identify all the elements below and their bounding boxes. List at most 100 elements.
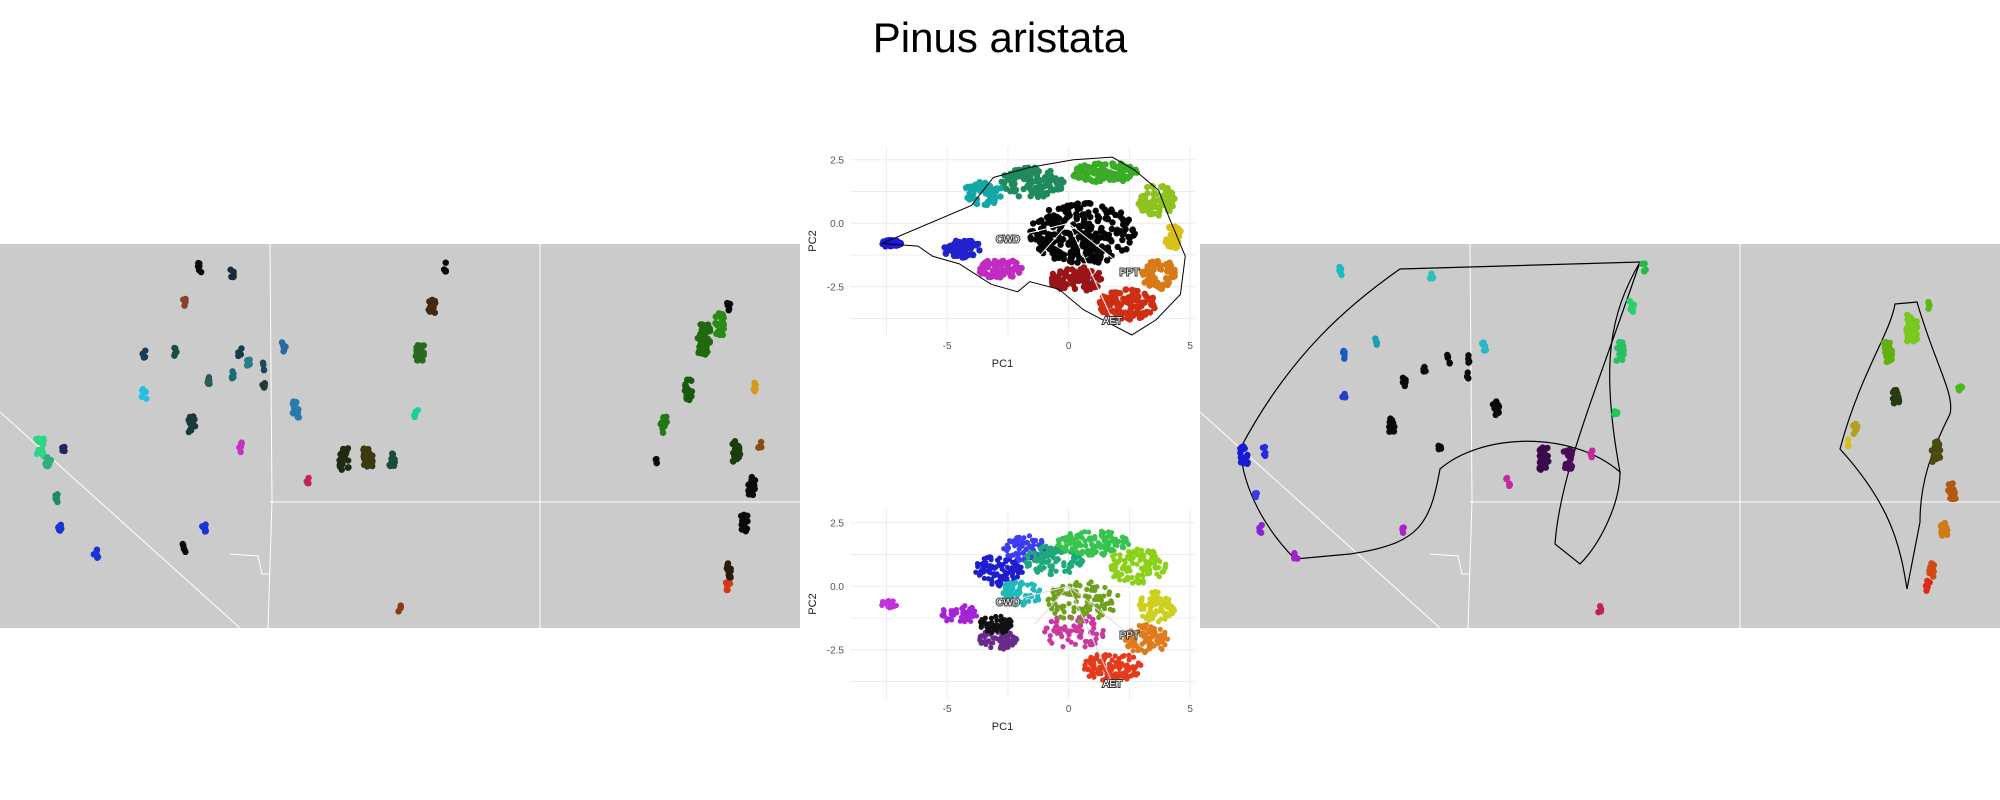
- pca-point: [1154, 210, 1162, 217]
- pca-point: [1125, 644, 1131, 650]
- occurrence-point: [1544, 444, 1551, 452]
- pca-point: [1126, 239, 1133, 246]
- pca-point: [1156, 265, 1164, 273]
- occurrence-point: [1243, 459, 1250, 467]
- occurrence-point: [749, 491, 757, 499]
- occurrence-point: [735, 442, 742, 450]
- occurrence-point: [228, 373, 236, 381]
- pca-point: [985, 576, 992, 582]
- pca-point: [968, 618, 974, 624]
- occurrence-cluster: [1889, 386, 1903, 407]
- occurrence-point: [360, 445, 368, 452]
- state-border-line: [1200, 411, 1441, 628]
- occurrence-point: [182, 548, 189, 556]
- loading-vector: [1007, 585, 1069, 602]
- occurrence-cluster: [1463, 369, 1472, 382]
- occurrence-point: [653, 459, 660, 467]
- occurrence-point: [1399, 529, 1407, 536]
- occurrence-point: [1930, 452, 1938, 459]
- occurrence-point: [1238, 443, 1246, 451]
- pca-point: [1172, 244, 1179, 252]
- occurrence-cluster: [1444, 351, 1453, 367]
- occurrence-point: [413, 357, 421, 364]
- pca-point: [1049, 281, 1056, 288]
- pca-point: [985, 563, 991, 569]
- occurrence-point: [1912, 333, 1919, 340]
- pca-point: [1097, 664, 1103, 670]
- pca-point: [1159, 607, 1165, 613]
- occurrence-point: [190, 413, 197, 420]
- occurrence-point: [1568, 462, 1576, 470]
- occurrence-point: [1931, 443, 1939, 450]
- occurrence-cluster: [289, 398, 303, 421]
- pca-point: [1084, 586, 1090, 593]
- pca-point: [1119, 654, 1125, 660]
- occurrence-point: [704, 339, 711, 346]
- y-tick-label: 2.5: [830, 519, 844, 530]
- occurrence-cluster: [1639, 260, 1649, 275]
- occurrence-cluster: [440, 259, 450, 275]
- pca-point: [1141, 553, 1147, 559]
- pca-point: [1141, 633, 1147, 640]
- pca-point: [1004, 564, 1011, 571]
- loading-vector: [1068, 222, 1130, 272]
- occurrence-point: [1910, 323, 1918, 330]
- pca-point: [1112, 299, 1119, 306]
- pca-point: [1085, 231, 1093, 238]
- hull-outline-west: [1239, 261, 1642, 560]
- pca-point: [1066, 632, 1072, 638]
- pca-point: [1076, 634, 1082, 640]
- occurrence-point: [682, 382, 689, 389]
- pca-point: [1148, 279, 1155, 287]
- pca-point: [994, 557, 1001, 563]
- pca-point: [948, 617, 955, 623]
- pca-point: [978, 568, 984, 574]
- pca-point: [1143, 649, 1149, 655]
- pca-point: [989, 629, 995, 635]
- occurrence-cluster: [198, 521, 210, 535]
- pca-point: [1067, 275, 1074, 283]
- pca-point: [1015, 193, 1023, 200]
- occurrence-point: [1429, 275, 1436, 282]
- pca-point: [1004, 542, 1010, 548]
- pca-point: [1134, 561, 1140, 567]
- x-tick-label: -5: [943, 704, 952, 715]
- pca-point: [1122, 226, 1129, 233]
- pca-point: [1084, 274, 1091, 282]
- occurrence-point: [686, 396, 693, 404]
- pca-point: [1164, 192, 1172, 199]
- occurrence-point: [727, 574, 734, 581]
- occurrence-cluster: [395, 602, 404, 615]
- occurrence-cluster: [194, 259, 205, 276]
- occurrence-cluster: [1399, 374, 1409, 390]
- pca-point: [1097, 609, 1103, 616]
- occurrence-point: [1642, 266, 1649, 273]
- pca-point: [1163, 262, 1170, 269]
- pca-point: [1049, 270, 1057, 278]
- pca-point: [1055, 233, 1062, 240]
- pca-point: [1042, 629, 1048, 635]
- occurrence-point: [54, 498, 61, 506]
- pca-point: [1031, 557, 1037, 564]
- pca-point: [995, 273, 1002, 280]
- pca-point: [1029, 581, 1035, 587]
- state-border-line: [1467, 244, 1473, 628]
- pca-point: [1057, 614, 1064, 620]
- pca-point: [1079, 240, 1087, 247]
- occurrence-point: [698, 335, 705, 343]
- pca-point: [1089, 280, 1097, 287]
- pca-point: [1154, 571, 1160, 577]
- occurrence-cluster: [657, 413, 670, 436]
- occurrence-point: [363, 459, 371, 466]
- pca-point: [1078, 170, 1086, 178]
- occurrence-point: [1387, 427, 1394, 434]
- occurrence-point: [1238, 454, 1246, 461]
- occurrence-point: [1952, 495, 1959, 502]
- occurrence-point: [688, 377, 695, 384]
- occurrence-cluster: [1928, 438, 1944, 465]
- pca-point: [1026, 533, 1033, 539]
- pca-point: [1067, 230, 1074, 238]
- loading-vector: [1007, 222, 1069, 239]
- occurrence-point: [1399, 374, 1407, 381]
- pca-point: [971, 183, 978, 191]
